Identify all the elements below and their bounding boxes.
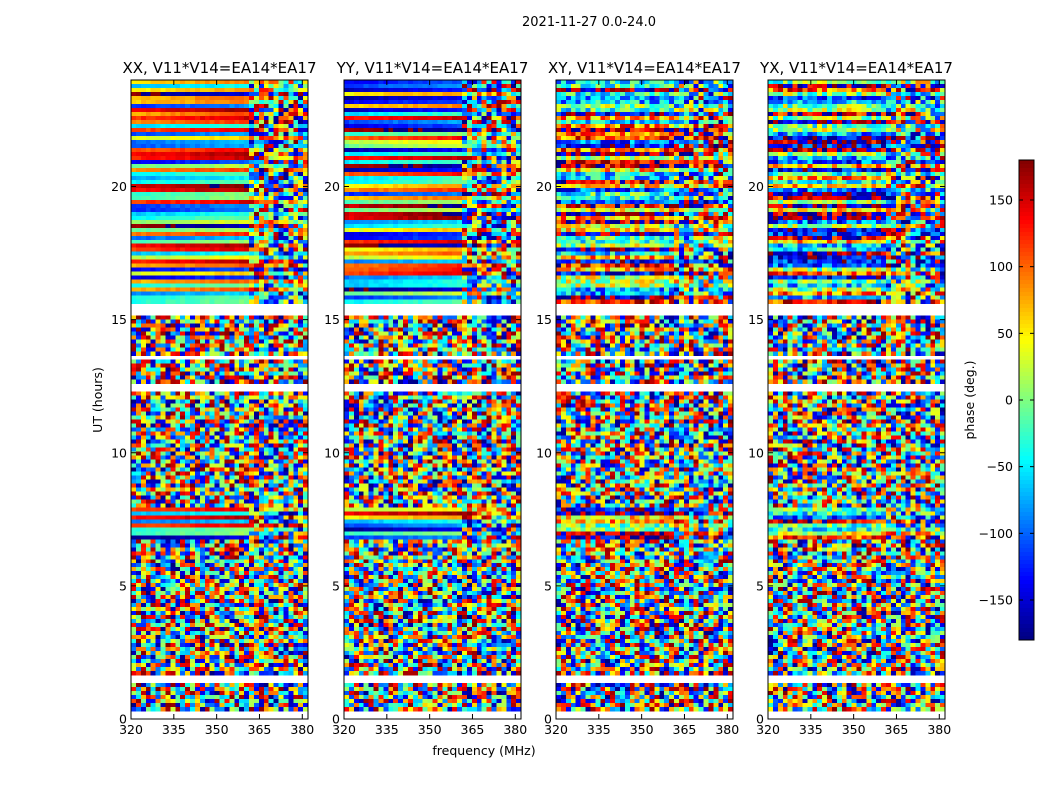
colorbar-tick-label: −100	[979, 526, 1013, 541]
x-tick-label: 365	[461, 722, 485, 737]
panel-frame	[767, 79, 946, 720]
panel-frame	[130, 79, 309, 720]
y-tick-label: 20	[324, 179, 340, 194]
panel-title: YX, V11*V14=EA14*EA17	[759, 59, 953, 77]
y-tick-label: 10	[748, 445, 764, 460]
x-tick-label: 350	[418, 722, 442, 737]
y-tick-label: 5	[332, 578, 340, 593]
x-tick-label: 335	[799, 722, 823, 737]
y-tick-label: 0	[119, 712, 127, 727]
y-tick-label: 20	[536, 179, 552, 194]
x-tick-label: 380	[503, 722, 527, 737]
x-tick-label: 335	[587, 722, 611, 737]
phase-raster	[344, 80, 522, 712]
y-tick-label: 15	[536, 312, 552, 327]
colorbar-tick-label: 50	[997, 326, 1013, 341]
x-tick-label: 335	[375, 722, 399, 737]
x-tick-label: 320	[332, 722, 356, 737]
y-tick-label: 5	[756, 578, 764, 593]
x-tick-label: 350	[205, 722, 229, 737]
panel-title: XX, V11*V14=EA14*EA17	[122, 59, 316, 77]
x-tick-label: 380	[715, 722, 739, 737]
y-tick-label: 0	[332, 712, 340, 727]
y-tick-label: 0	[756, 712, 764, 727]
panel-title: YY, V11*V14=EA14*EA17	[336, 59, 529, 77]
colorbar-tick-label: 0	[1005, 393, 1013, 408]
x-tick-label: 320	[119, 722, 143, 737]
figure-suptitle: 2021-11-27 0.0-24.0	[522, 15, 656, 30]
x-tick-label: 365	[885, 722, 909, 737]
x-tick-label: 350	[630, 722, 654, 737]
phase-raster	[556, 80, 734, 712]
colorbar-tick-label: −150	[979, 593, 1013, 608]
x-tick-label: 335	[162, 722, 186, 737]
panel-xx: XX, V11*V14=EA14*EA17 320 335 350 365 380 0 5 10…	[111, 59, 316, 737]
panel-frame	[343, 79, 522, 720]
x-tick-label: 380	[927, 722, 951, 737]
panel-title: XY, V11*V14=EA14*EA17	[548, 59, 741, 77]
x-axis-label: frequency (MHz)	[432, 743, 535, 758]
x-tick-label: 320	[544, 722, 568, 737]
colorbar: −150 −100 −50 0 50 100 150	[979, 159, 1035, 641]
y-tick-label: 20	[748, 179, 764, 194]
y-tick-label: 20	[111, 179, 127, 194]
x-tick-label: 350	[842, 722, 866, 737]
y-tick-label: 5	[119, 578, 127, 593]
x-tick-label: 320	[756, 722, 780, 737]
colorbar-gradient	[1019, 160, 1034, 641]
y-tick-label: 5	[544, 578, 552, 593]
colorbar-tick-label: 150	[989, 193, 1013, 208]
panels: XX, V11*V14=EA14*EA17 320 335 350 365 380 0 5 10…	[111, 59, 953, 737]
x-tick-label: 380	[290, 722, 314, 737]
panel-yy: YY, V11*V14=EA14*EA17 320 335 350 365 380 0 5 10…	[324, 59, 528, 737]
phase-raster	[131, 80, 309, 712]
y-tick-label: 10	[536, 445, 552, 460]
colorbar-tick-label: −50	[987, 459, 1013, 474]
panel-xy: XY, V11*V14=EA14*EA17 320 335 350 365 380 0 5 10…	[536, 59, 741, 737]
y-tick-label: 10	[111, 445, 127, 460]
panel-yx: YX, V11*V14=EA14*EA17 320 335 350 365 380 0 5 10…	[748, 59, 953, 737]
y-tick-label: 15	[748, 312, 764, 327]
y-tick-label: 15	[111, 312, 127, 327]
x-tick-label: 365	[248, 722, 272, 737]
phase-raster	[768, 80, 946, 712]
y-tick-label: 15	[324, 312, 340, 327]
colorbar-tick-label: 100	[989, 259, 1013, 274]
x-tick-label: 365	[673, 722, 697, 737]
y-tick-label: 10	[324, 445, 340, 460]
y-tick-label: 0	[544, 712, 552, 727]
y-axis-label: UT (hours)	[90, 367, 105, 433]
colorbar-label: phase (deg.)	[962, 361, 977, 440]
panel-frame	[555, 79, 734, 720]
